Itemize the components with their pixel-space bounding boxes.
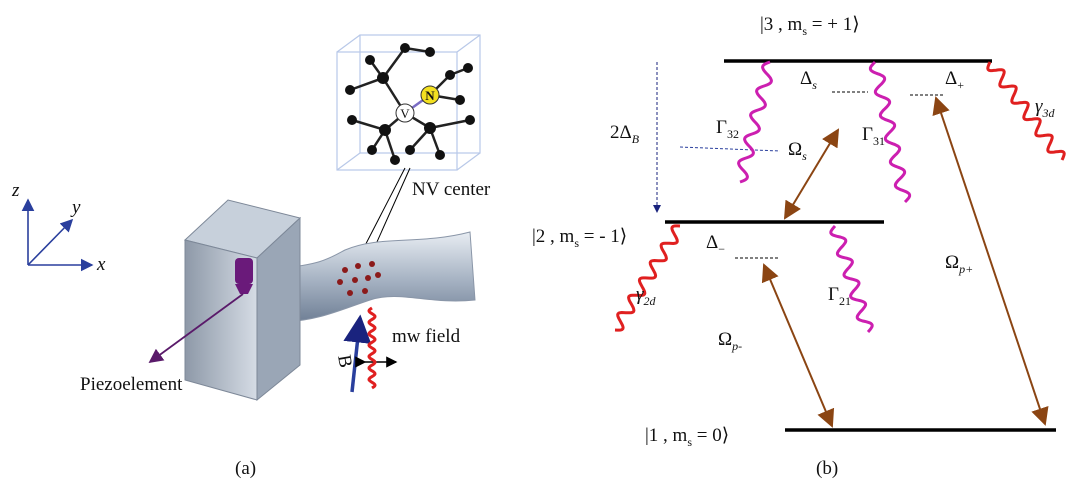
atom-v: V bbox=[400, 106, 410, 121]
wave bbox=[870, 62, 909, 202]
gamma-2d: γ2d bbox=[636, 284, 657, 308]
wave bbox=[739, 62, 772, 182]
decay-waves bbox=[369, 62, 1064, 388]
figure: z y x V N NV center Piezoelement B mw fi… bbox=[0, 0, 1072, 483]
omega-s: Ωs bbox=[788, 139, 807, 163]
b-label: B bbox=[333, 353, 356, 369]
piezo-block bbox=[150, 200, 300, 400]
level-2: |2 , ms = - 1⟩ bbox=[532, 226, 627, 250]
delta-b: 2ΔB bbox=[610, 122, 640, 146]
omega-p-plus: Ωp+ bbox=[945, 252, 973, 276]
wave bbox=[831, 226, 872, 332]
piezo-label: Piezoelement bbox=[80, 374, 183, 395]
crystal bbox=[337, 35, 480, 170]
nv-center-label: NV center bbox=[412, 179, 491, 200]
level-3: |3 , ms = + 1⟩ bbox=[760, 14, 860, 38]
mw-label: mw field bbox=[392, 326, 461, 347]
level-1: |1 , ms = 0⟩ bbox=[645, 425, 729, 449]
delta-minus: Δ− bbox=[706, 232, 725, 256]
gamma-31: Γ31 bbox=[862, 124, 885, 148]
delta-s: Δs bbox=[800, 68, 817, 92]
transitions bbox=[764, 98, 1045, 426]
axis-x: x bbox=[96, 254, 106, 275]
caption-b: (b) bbox=[816, 458, 838, 479]
detunings bbox=[657, 62, 945, 258]
axis-y: y bbox=[70, 197, 81, 218]
atom-n: N bbox=[425, 88, 435, 103]
gamma-32: Γ32 bbox=[716, 117, 739, 141]
axes bbox=[28, 200, 92, 265]
gamma-21: Γ21 bbox=[828, 284, 851, 308]
caption-a: (a) bbox=[235, 458, 256, 479]
gamma-3d: γ3d bbox=[1035, 96, 1056, 120]
wave bbox=[369, 308, 375, 388]
axis-z: z bbox=[11, 180, 20, 201]
omega-p-minus: Ωp- bbox=[718, 329, 742, 353]
delta-plus: Δ+ bbox=[945, 68, 964, 92]
